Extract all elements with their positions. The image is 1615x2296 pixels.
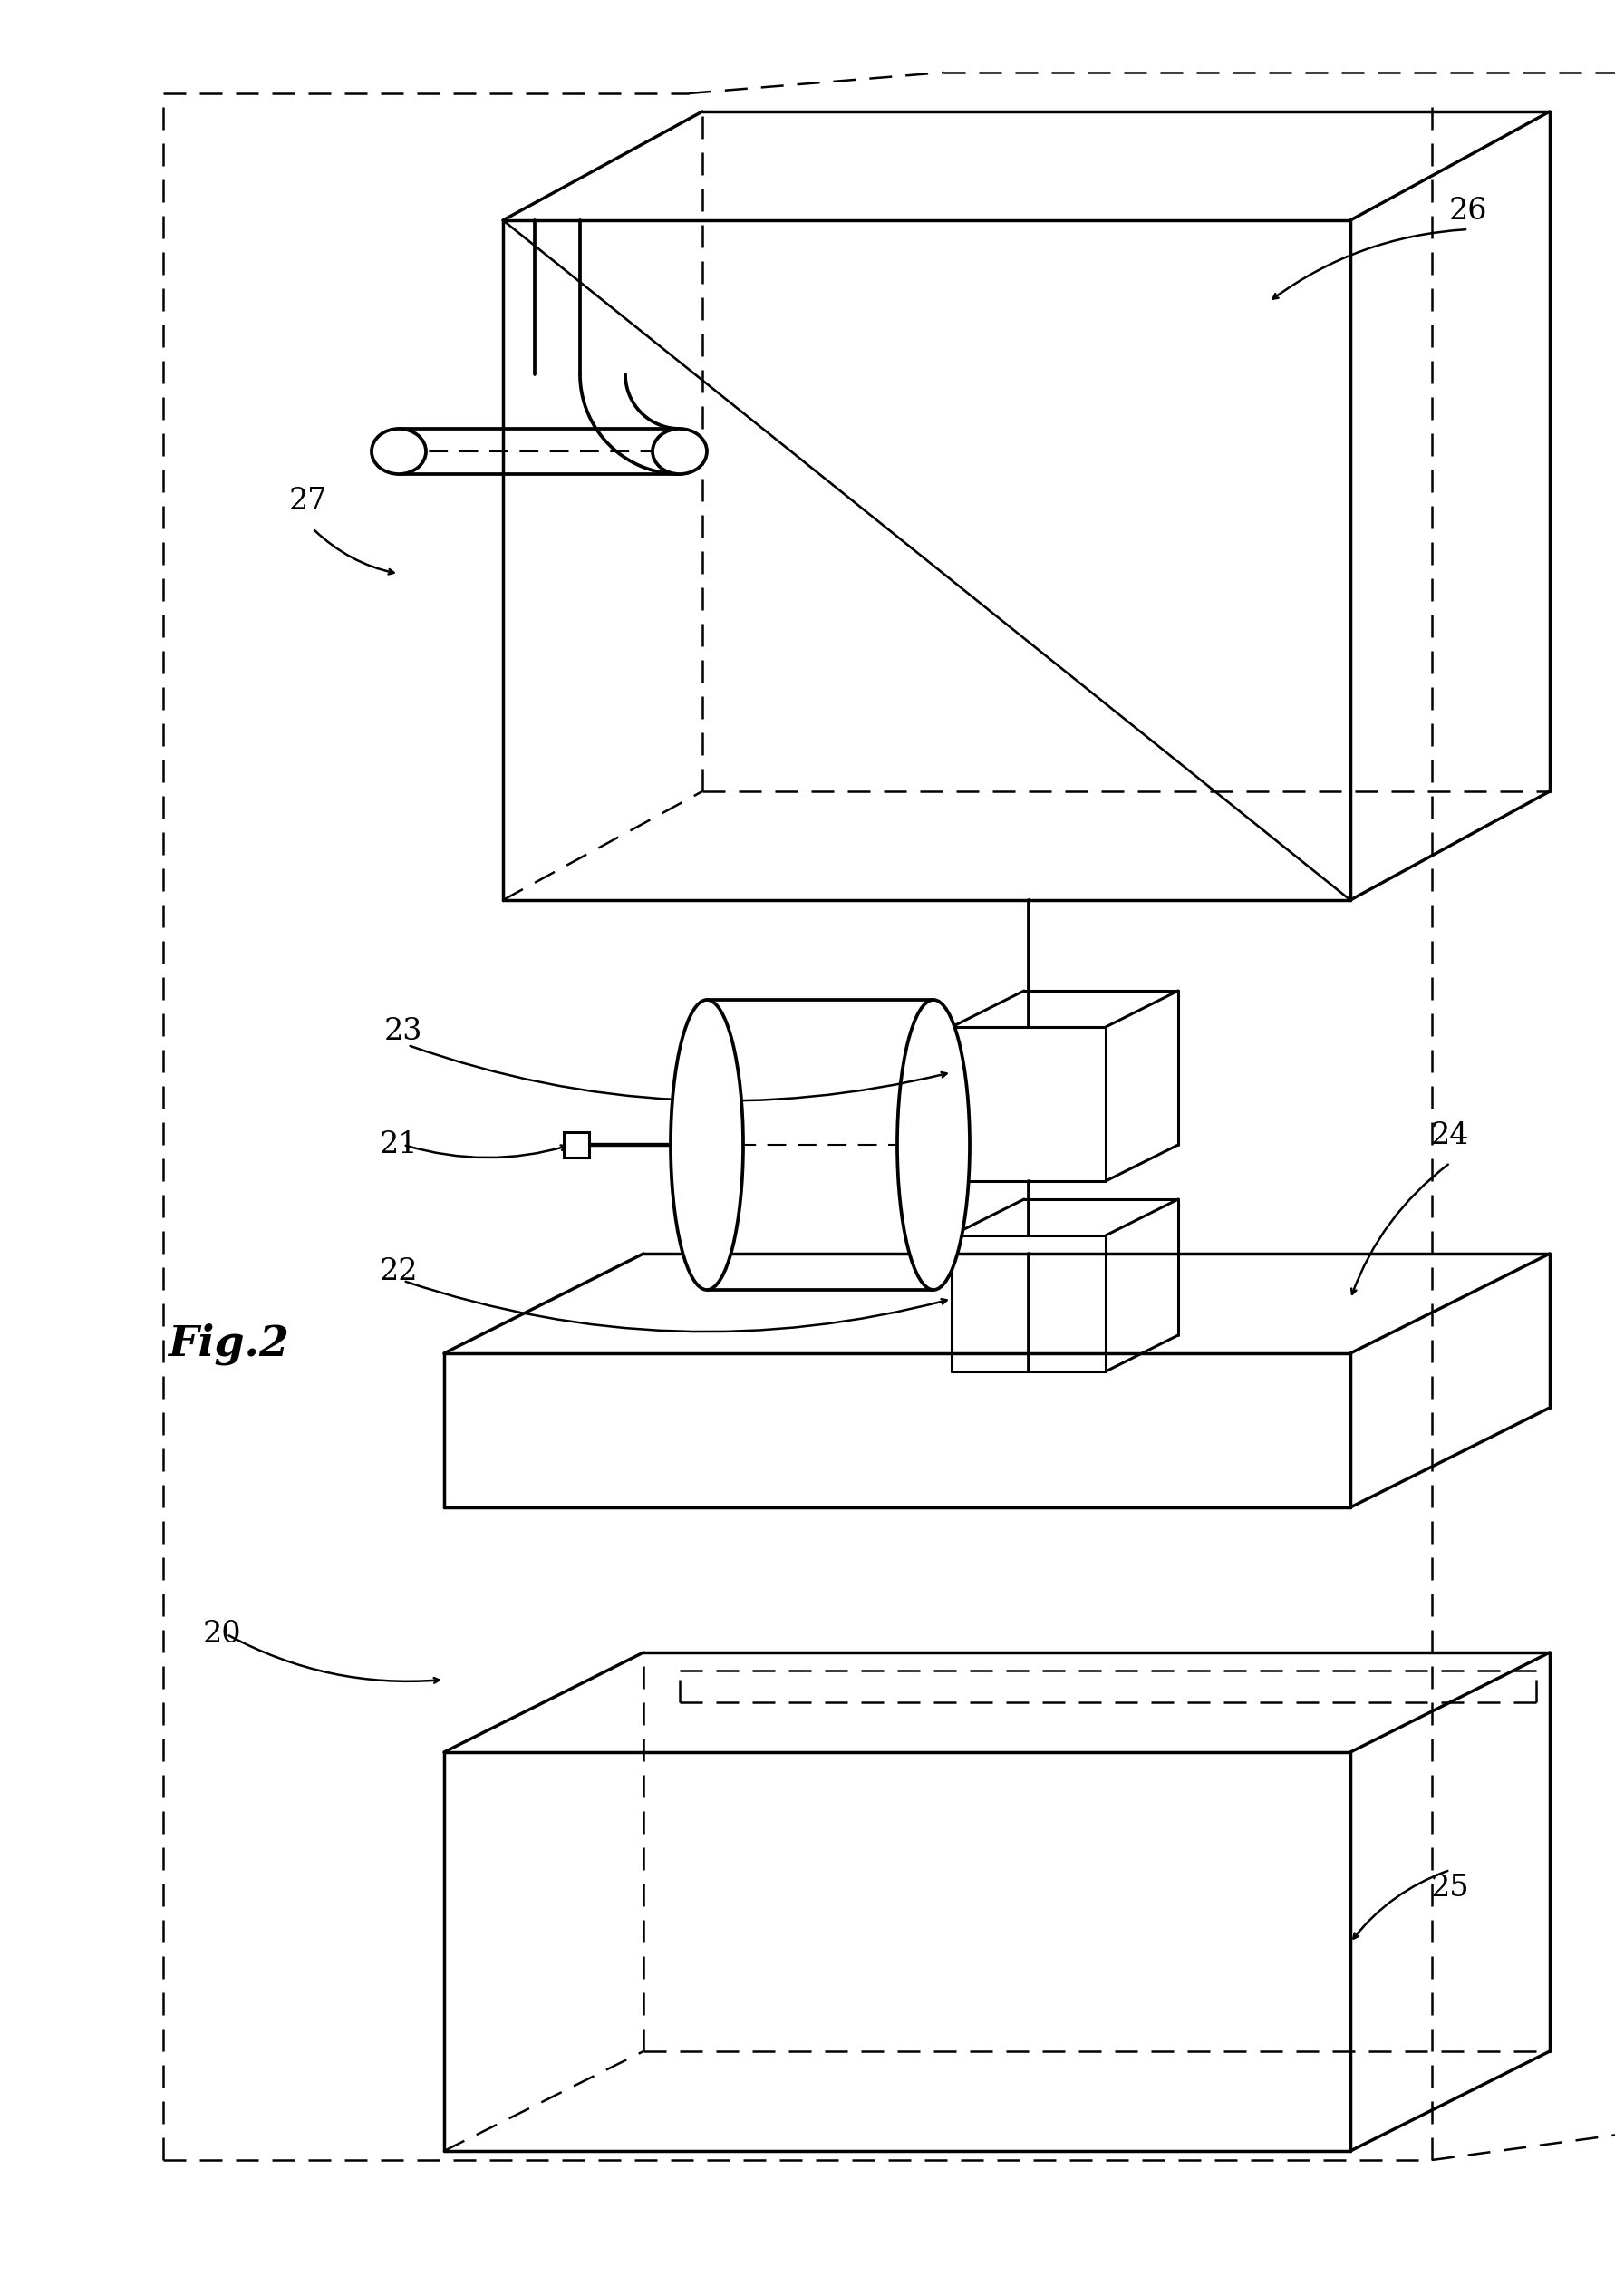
Text: 21: 21 [380, 1130, 418, 1159]
Ellipse shape [670, 999, 743, 1290]
Text: 27: 27 [289, 487, 328, 517]
Text: 22: 22 [380, 1258, 418, 1286]
Text: Fig.2: Fig.2 [168, 1322, 289, 1366]
Text: 25: 25 [1429, 1874, 1468, 1903]
Text: 26: 26 [1449, 197, 1486, 225]
Text: 24: 24 [1429, 1120, 1468, 1150]
Ellipse shape [652, 429, 706, 473]
Ellipse shape [371, 429, 426, 473]
Ellipse shape [896, 999, 969, 1290]
Text: 20: 20 [202, 1619, 241, 1649]
Text: 23: 23 [384, 1017, 422, 1047]
Bar [564, 1132, 589, 1157]
